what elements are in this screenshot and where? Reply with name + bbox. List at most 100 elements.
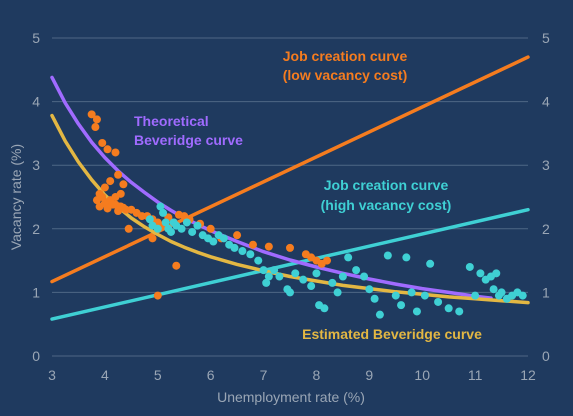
x-tick-label: 9 — [365, 367, 373, 383]
scatter-point-scatter_orange — [233, 231, 242, 240]
scatter-point-scatter_orange — [98, 193, 107, 201]
x-tick-label: 3 — [48, 367, 56, 383]
scatter-point-scatter_orange — [248, 240, 257, 249]
scatter-point-scatter_teal — [275, 272, 284, 281]
scatter-point-scatter_teal — [156, 202, 165, 211]
scatter-point-scatter_orange — [111, 148, 120, 157]
scatter-point-scatter_teal — [412, 307, 421, 316]
scatter-point-scatter_teal — [465, 262, 474, 271]
annotation-estimated: Estimated Beveridge curve — [302, 326, 482, 342]
x-tick-label: 11 — [468, 367, 483, 383]
scatter-point-scatter_teal — [407, 288, 416, 297]
scatter-point-scatter_orange — [148, 234, 157, 243]
series-line-job_high — [50, 207, 530, 321]
y-tick-label-right: 3 — [542, 157, 550, 173]
annotation-job-high-line2: (high vacancy cost) — [321, 197, 452, 213]
x-tick-label: 10 — [414, 367, 430, 383]
scatter-point-scatter_orange — [307, 253, 316, 262]
scatter-point-scatter_orange — [124, 224, 133, 233]
x-axis-title: Unemployment rate (%) — [217, 389, 365, 405]
scatter-point-scatter_orange — [116, 202, 125, 211]
scatter-point-scatter_teal — [259, 266, 268, 275]
scatter-point-scatter_teal — [182, 218, 191, 227]
scatter-point-scatter_teal — [262, 278, 271, 287]
scatter-point-scatter_teal — [420, 291, 429, 300]
scatter-point-scatter_orange — [317, 259, 326, 268]
x-tick-label: 4 — [101, 367, 109, 383]
scatter-point-scatter_teal — [352, 266, 361, 275]
scatter-point-scatter_teal — [370, 294, 379, 303]
annotation-job-low-line2: (low vacancy cost) — [283, 67, 408, 83]
scatter-point-scatter_orange — [153, 291, 162, 300]
x-tick-label: 8 — [313, 367, 321, 383]
y-tick-label-left: 5 — [32, 30, 40, 46]
scatter-point-scatter_teal — [193, 221, 202, 230]
x-tick-label: 5 — [154, 367, 162, 383]
y-tick-label-left: 3 — [32, 157, 40, 173]
scatter-point-scatter_teal — [391, 291, 400, 300]
scatter-point-scatter_teal — [360, 272, 369, 281]
scatter-point-scatter_teal — [476, 269, 485, 278]
scatter-point-scatter_teal — [344, 253, 353, 262]
axis-ticks: 0 01 12 23 34 45 53 4 5 6 7 8 9 10 11 12 — [32, 30, 550, 383]
scatter-point-scatter_orange — [103, 145, 112, 154]
scatter-point-scatter_orange — [92, 115, 101, 124]
scatter-point-scatter_teal — [291, 269, 300, 278]
x-tick-label: 6 — [207, 367, 215, 383]
scatter-point-scatter_teal — [264, 272, 273, 281]
scatter-point-scatter_teal — [365, 285, 374, 294]
scatter-point-scatter_teal — [238, 247, 247, 256]
scatter-point-scatter_teal — [167, 227, 175, 236]
scatter-point-scatter_teal — [328, 278, 337, 287]
scatter-point-scatter_teal — [145, 215, 154, 224]
y-tick-label-right: 5 — [542, 30, 550, 46]
scatter-point-scatter_teal — [270, 266, 279, 275]
scatter-point-scatter_orange — [286, 243, 294, 252]
scatter-point-scatter_teal — [402, 253, 411, 262]
annotation-theoretical-line2: Beveridge curve — [134, 132, 243, 148]
scatter-point-scatter_orange — [264, 242, 273, 251]
scatter-point-scatter_teal — [254, 256, 263, 265]
y-tick-label-right: 2 — [542, 221, 550, 237]
scatter-point-scatter_teal — [209, 237, 218, 246]
scatter-point-scatter_teal — [397, 301, 406, 310]
scatter-point-scatter_teal — [315, 301, 324, 310]
scatter-point-scatter_teal — [230, 243, 239, 252]
scatter-point-scatter_teal — [489, 285, 498, 294]
scatter-point-scatter_teal — [492, 269, 501, 278]
y-tick-label-left: 4 — [32, 94, 40, 110]
scatter-point-scatter_teal — [434, 297, 443, 306]
scatter-point-scatter_orange — [206, 224, 215, 233]
scatter-point-scatter_orange — [103, 204, 112, 213]
scatter-point-scatter_teal — [161, 218, 170, 227]
scatter-point-scatter_teal — [159, 208, 168, 217]
y-axis-title: Vacancy rate (%) — [8, 144, 24, 250]
scatter-point-scatter_teal — [426, 259, 435, 268]
scatter-point-scatter_teal — [497, 288, 506, 297]
y-tick-label-right: 1 — [542, 284, 550, 300]
scatter-point-scatter_orange — [172, 261, 181, 270]
scatter-point-scatter_teal — [153, 224, 162, 233]
scatter-point-scatter_teal — [383, 251, 392, 260]
scatter-point-scatter_teal — [471, 291, 480, 300]
scatter-point-scatter_orange — [116, 189, 125, 198]
scatter-point-scatter_teal — [177, 224, 186, 233]
scatter-point-scatter_teal — [375, 310, 384, 319]
scatter-point-scatter_teal — [299, 275, 308, 284]
annotation-job-high-line1: Job creation curve — [324, 177, 449, 193]
scatter-point-scatter_teal — [518, 291, 527, 300]
scatter-points — [87, 110, 527, 319]
series-line-job_low — [50, 55, 530, 284]
scatter-point-scatter_orange — [87, 110, 96, 119]
scatter-point-scatter_orange — [91, 123, 100, 132]
annotation-job-low-line1: Job creation curve — [283, 48, 408, 64]
scatter-point-scatter_teal — [455, 307, 464, 316]
scatter-point-scatter_orange — [98, 138, 107, 147]
scatter-point-scatter_teal — [338, 272, 347, 281]
y-tick-label-right: 4 — [542, 94, 550, 110]
scatter-point-scatter_teal — [444, 304, 453, 313]
scatter-point-scatter_teal — [188, 227, 197, 236]
scatter-point-scatter_teal — [246, 250, 255, 259]
